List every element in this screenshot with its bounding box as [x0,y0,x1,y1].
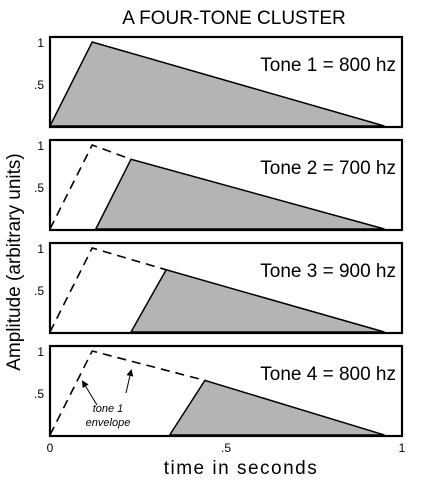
y-tick-label: 1 [37,345,44,359]
panel-frame [48,344,404,438]
x-tick-label: 1 [399,441,406,455]
y-axis-label: Amplitude (arbitrary units) [4,153,25,371]
reference-envelope-dashed-line [49,350,206,436]
tone1-envelope-annotation: tone 1 envelope [86,403,131,429]
chart-title: A FOUR-TONE CLUSTER [122,8,345,29]
panel-4: .5 1 Tone 4 = 800 hz tone 1 envelope [34,344,404,438]
tone-label: Tone 2 = 700 hz [260,158,396,179]
tone-label: Tone 1 = 800 hz [260,55,396,76]
reference-envelope-dashed-line [49,144,132,230]
tone-label: Tone 3 = 900 hz [260,261,396,282]
y-tick-label: .5 [34,181,44,195]
panels-group: .5 1 Tone 1 = 800 hz .5 1 Tone 2 = 700 hz .5 1 T… [34,35,404,438]
y-tick-label: .5 [34,387,44,401]
annotation-line: envelope [86,417,131,429]
panel-2: .5 1 Tone 2 = 700 hz [34,138,404,232]
y-tick-label: 1 [37,36,44,50]
reference-envelope-dashed-line [49,247,167,333]
panel-frame [48,241,404,335]
x-tick-label: 0 [47,441,54,455]
panel-1: .5 1 Tone 1 = 800 hz [34,35,404,129]
panel-frame [48,35,404,129]
x-tick-label: .5 [221,441,231,455]
panel-frame [48,138,404,232]
y-tick-label: 1 [37,242,44,256]
annotation-arrow-right [125,369,134,394]
x-axis: 0.5 1 [47,441,406,455]
annotation-line: tone 1 [93,403,124,415]
y-tick-label: .5 [34,284,44,298]
y-tick-label: 1 [37,139,44,153]
x-axis-label: time in seconds [164,458,319,479]
annotation-arrow-left [81,380,98,406]
tone-label: Tone 4 = 800 hz [260,364,396,385]
y-tick-label: .5 [34,78,44,92]
panel-3: .5 1 Tone 3 = 900 hz [34,241,404,335]
